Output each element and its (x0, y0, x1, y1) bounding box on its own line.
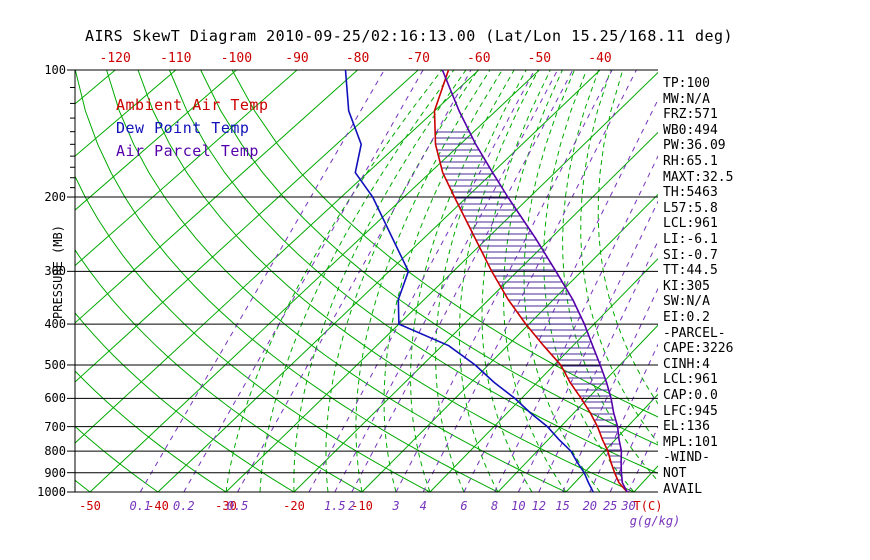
pressure-axis-label: PRESSURE (MB) (51, 225, 65, 319)
curve-air-parcel-temp (441, 69, 628, 493)
isotherm-line (361, 193, 658, 493)
isotherm-line (702, 70, 870, 492)
moist-adiabat-line (597, 69, 658, 405)
isotherm-line (75, 69, 298, 267)
dry-adiabat-line (75, 248, 363, 493)
mixing-ratio-line (351, 69, 574, 493)
dry-adiabat-line (0, 70, 22, 492)
mixing-ratio-line (237, 69, 472, 493)
background-lines-group (0, 69, 870, 493)
curve-ambient-air-temp (433, 69, 628, 493)
dry-adiabat-line (231, 69, 658, 418)
curve-dew-point-temp (344, 69, 594, 493)
isotherm-line (89, 69, 540, 493)
isotherm-line (75, 69, 237, 211)
isotherm-line (75, 69, 177, 157)
dry-adiabat-line (75, 312, 295, 493)
dry-adiabat-line (75, 370, 227, 493)
isotherm-line (225, 71, 658, 493)
moist-adiabat-line (562, 69, 658, 482)
dry-adiabat-line (75, 479, 91, 493)
moist-adiabat-line (225, 69, 443, 493)
isotherm-line (633, 465, 658, 493)
moist-adiabat-line (383, 69, 503, 493)
isotherm-line (565, 393, 658, 493)
dry-adiabat-line (200, 69, 658, 446)
moist-adiabat-line (580, 69, 658, 444)
isotherm-line (497, 324, 658, 493)
isotherm-line (75, 69, 480, 444)
isotherm-line (157, 69, 601, 493)
dry-adiabat-line (137, 69, 635, 493)
moist-adiabat-line (481, 69, 551, 493)
isotherm-line (429, 257, 658, 493)
mixing-ratio-line (183, 69, 424, 493)
mixing-ratio-line (517, 200, 658, 493)
moist-adiabat-line (435, 69, 527, 493)
mixing-ratio-line (589, 343, 658, 493)
isotherm-line (293, 131, 658, 493)
mixing-ratio-line (562, 287, 658, 493)
moist-adiabat-line (410, 69, 515, 493)
chart-title: AIRS SkewT Diagram 2010-09-25/02:16:13.0… (85, 27, 734, 45)
dry-adiabat-line (75, 425, 159, 493)
dry-adiabat-line (168, 69, 658, 474)
mixing-ratio-line (422, 69, 637, 493)
moist-adiabat-line (502, 69, 567, 493)
cape-hatch-group (435, 131, 623, 481)
moist-adiabat-line (293, 69, 467, 493)
moist-adiabat-line (543, 69, 635, 493)
sounding-curves-group (344, 69, 628, 493)
moist-adiabat-line (325, 69, 479, 493)
moist-adiabat-line (523, 69, 601, 493)
dry-adiabat-line (106, 69, 567, 493)
mixing-ratio-line (463, 98, 658, 493)
mixing-ratio-line (494, 155, 658, 493)
moist-adiabat-line (355, 69, 491, 493)
dry-adiabat-line (75, 69, 499, 493)
isotherm-line (75, 69, 358, 324)
mixing-ratio-line (139, 69, 385, 493)
moist-adiabat-line (458, 69, 539, 493)
mixing-ratio-line (395, 69, 613, 493)
moist-adiabat-line (259, 69, 455, 493)
mixing-ratio-line (538, 240, 658, 493)
dry-adiabat-line (75, 175, 431, 493)
isotherm-line (75, 69, 419, 383)
